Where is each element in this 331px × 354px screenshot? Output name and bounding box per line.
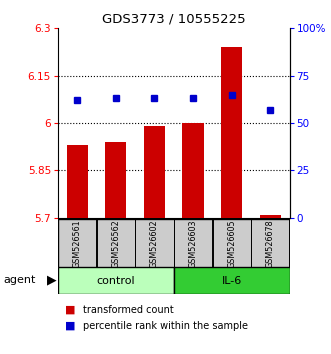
Text: ■: ■ bbox=[65, 321, 75, 331]
Bar bbox=[144, 126, 165, 218]
Text: control: control bbox=[97, 275, 135, 286]
Bar bbox=[174, 219, 212, 267]
Text: GSM526603: GSM526603 bbox=[189, 219, 198, 268]
Bar bbox=[251, 219, 289, 267]
Text: IL-6: IL-6 bbox=[221, 275, 242, 286]
Bar bbox=[221, 47, 242, 218]
Bar bbox=[105, 142, 126, 218]
Text: transformed count: transformed count bbox=[83, 305, 173, 315]
Text: GSM526561: GSM526561 bbox=[73, 219, 82, 268]
Text: percentile rank within the sample: percentile rank within the sample bbox=[83, 321, 248, 331]
Text: ▶: ▶ bbox=[46, 274, 56, 287]
Bar bbox=[213, 219, 251, 267]
Text: ■: ■ bbox=[65, 305, 75, 315]
Text: agent: agent bbox=[3, 275, 36, 285]
Bar bbox=[67, 145, 88, 218]
Bar bbox=[174, 267, 290, 294]
Text: GSM526605: GSM526605 bbox=[227, 219, 236, 268]
Bar bbox=[97, 219, 135, 267]
Bar bbox=[58, 267, 174, 294]
Bar bbox=[135, 219, 173, 267]
Text: GSM526602: GSM526602 bbox=[150, 219, 159, 268]
Text: GSM526678: GSM526678 bbox=[266, 219, 275, 268]
Text: GDS3773 / 10555225: GDS3773 / 10555225 bbox=[102, 12, 246, 25]
Bar bbox=[58, 219, 96, 267]
Bar bbox=[260, 215, 281, 218]
Bar bbox=[182, 123, 204, 218]
Text: GSM526562: GSM526562 bbox=[111, 219, 120, 268]
